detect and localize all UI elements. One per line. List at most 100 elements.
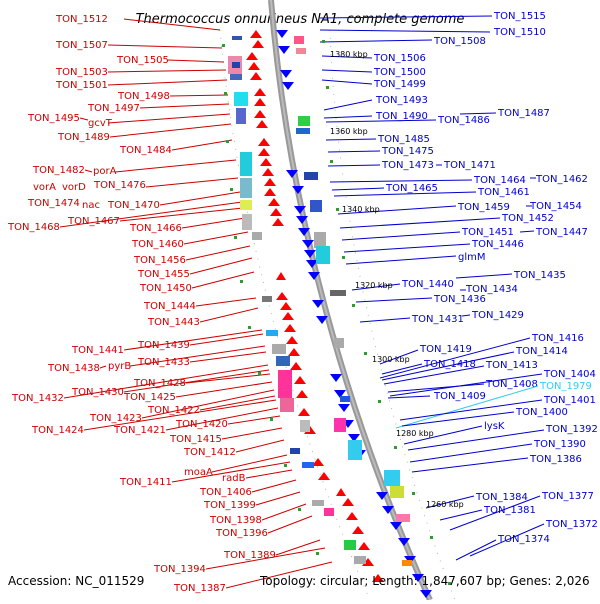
gene-label[interactable]: TON_1386 bbox=[529, 454, 582, 465]
gene-label[interactable]: TON_1433 bbox=[137, 357, 190, 368]
gene-label[interactable]: TON_1435 bbox=[513, 270, 566, 281]
gene-label[interactable]: TON_1400 bbox=[515, 407, 568, 418]
gene-label[interactable]: TON_1451 bbox=[461, 227, 514, 238]
gene-label[interactable]: TON_1473 bbox=[381, 160, 434, 171]
gene-label[interactable]: TON_1412 bbox=[183, 447, 236, 458]
gene-label[interactable]: TON_1459 bbox=[457, 202, 510, 213]
gene-label[interactable]: vorA bbox=[33, 182, 56, 193]
gene-label[interactable]: gcvT bbox=[88, 118, 113, 129]
gene-label[interactable]: TON_1420 bbox=[175, 419, 228, 430]
gene-label[interactable]: TON_1465 bbox=[385, 183, 438, 194]
gene-label[interactable]: TON_1414 bbox=[515, 346, 568, 357]
gene-label[interactable]: TON_1396 bbox=[215, 528, 268, 539]
gene-label[interactable]: TON_1432 bbox=[11, 393, 64, 404]
gene-label[interactable]: TON_1392 bbox=[545, 424, 598, 435]
gene-label[interactable]: TON_1415 bbox=[169, 434, 222, 445]
gene-label[interactable]: TON_1429 bbox=[471, 310, 524, 321]
gene-label[interactable]: TON_1493 bbox=[375, 95, 428, 106]
gene-label[interactable]: vorD bbox=[62, 182, 86, 193]
gene-label[interactable]: pyrB bbox=[108, 361, 131, 372]
gene-label[interactable]: TON_1394 bbox=[153, 564, 206, 575]
gene-label[interactable]: TON_1452 bbox=[501, 213, 554, 224]
gene-label[interactable]: TON_1428 bbox=[133, 378, 186, 389]
gene-label[interactable]: TON_1506 bbox=[373, 53, 426, 64]
gene-label[interactable]: TON_1466 bbox=[129, 223, 182, 234]
gene-label[interactable]: TON_1404 bbox=[543, 369, 596, 380]
gene-label[interactable]: nac bbox=[82, 200, 100, 211]
gene-label[interactable]: TON_1419 bbox=[419, 344, 472, 355]
gene-label[interactable]: TON_1979 bbox=[539, 381, 592, 392]
gene-label[interactable]: TON_1474 bbox=[27, 198, 80, 209]
gene-label[interactable]: TON_1384 bbox=[475, 492, 528, 503]
gene-label[interactable]: TON_1512 bbox=[55, 14, 108, 25]
gene-label[interactable]: TON_1439 bbox=[137, 340, 190, 351]
gene-label[interactable]: TON_1409 bbox=[433, 391, 486, 402]
gene-label[interactable]: TON_1424 bbox=[31, 425, 84, 436]
gene-label[interactable]: TON_1411 bbox=[119, 477, 172, 488]
gene-label[interactable]: TON_1374 bbox=[497, 534, 550, 545]
gene-label[interactable]: TON_1475 bbox=[381, 146, 434, 157]
gene-label[interactable]: glmM bbox=[458, 252, 486, 263]
gene-label[interactable]: porA bbox=[93, 166, 117, 177]
gene-label[interactable]: TON_1461 bbox=[477, 187, 530, 198]
gene-label[interactable]: TON_1441 bbox=[71, 345, 124, 356]
gene-label[interactable]: TON_1436 bbox=[433, 294, 486, 305]
gene-label[interactable]: moaA bbox=[184, 467, 213, 478]
gene-label[interactable]: TON_1416 bbox=[531, 333, 584, 344]
gene-label[interactable]: TON_1487 bbox=[497, 108, 550, 119]
gene-label[interactable]: TON_1401 bbox=[543, 395, 596, 406]
gene-label[interactable]: TON_1413 bbox=[485, 360, 538, 371]
gene-label[interactable]: TON_1431 bbox=[411, 314, 464, 325]
gene-label[interactable]: TON_1454 bbox=[529, 201, 582, 212]
gene-label[interactable]: TON_1377 bbox=[541, 491, 594, 502]
gene-label[interactable]: TON_1421 bbox=[113, 425, 166, 436]
gene-label[interactable]: TON_1444 bbox=[143, 301, 196, 312]
gene-label[interactable]: TON_1438 bbox=[47, 363, 100, 374]
gene-label[interactable]: TON_1498 bbox=[117, 91, 170, 102]
gene-label[interactable]: TON_1443 bbox=[147, 317, 200, 328]
gene-label[interactable]: TON_1489 bbox=[57, 132, 110, 143]
gene-label[interactable]: TON_1456 bbox=[133, 255, 186, 266]
gene-label[interactable]: TON_1508 bbox=[433, 36, 486, 47]
gene-label[interactable]: TON_1425 bbox=[123, 392, 176, 403]
gene-label[interactable]: TON_1515 bbox=[493, 11, 546, 22]
gene-label[interactable]: TON_1482 bbox=[32, 165, 85, 176]
gene-label[interactable]: TON_1460 bbox=[131, 239, 184, 250]
gene-label[interactable]: TON_1446 bbox=[471, 239, 524, 250]
gene-label[interactable]: TON_1476 bbox=[93, 180, 146, 191]
gene-label[interactable]: TON_1440 bbox=[401, 279, 454, 290]
gene-label[interactable]: TON_1510 bbox=[493, 27, 546, 38]
gene-label[interactable]: TON_1422 bbox=[147, 405, 200, 416]
gene-label[interactable]: lysK bbox=[484, 421, 505, 432]
gene-label[interactable]: TON_1497 bbox=[87, 103, 140, 114]
gene-label[interactable]: TON_1507 bbox=[55, 40, 108, 51]
gene-label[interactable]: TON_1408 bbox=[485, 379, 538, 390]
gene-label[interactable]: TON_1455 bbox=[137, 269, 190, 280]
gene-label[interactable]: TON_1499 bbox=[373, 79, 426, 90]
gene-label[interactable]: TON_1399 bbox=[203, 500, 256, 511]
gene-label[interactable]: TON_1467 bbox=[67, 216, 120, 227]
gene-label[interactable]: TON_1462 bbox=[535, 174, 588, 185]
gene-label[interactable]: radB bbox=[222, 473, 246, 484]
gene-label[interactable]: TON_1406 bbox=[199, 487, 252, 498]
gene-label[interactable]: TON_1390 bbox=[533, 439, 586, 450]
gene-label[interactable]: TON_1447 bbox=[535, 227, 588, 238]
gene-label[interactable]: TON_1418 bbox=[423, 359, 476, 370]
gene-label[interactable]: TON_1450 bbox=[139, 283, 192, 294]
gene-label[interactable]: TON_1381 bbox=[483, 505, 536, 516]
gene-label[interactable]: TON_1484 bbox=[119, 145, 172, 156]
gene-label[interactable]: TON_1434 bbox=[465, 284, 518, 295]
gene-label[interactable]: TON_1398 bbox=[209, 515, 262, 526]
gene-label[interactable]: TON_1423 bbox=[89, 413, 142, 424]
gene-label[interactable]: TON_1485 bbox=[377, 134, 430, 145]
gene-label[interactable]: TON_1495 bbox=[27, 113, 80, 124]
gene-label[interactable]: TON_1389 bbox=[223, 550, 276, 561]
gene-label[interactable]: TON_1430 bbox=[71, 387, 124, 398]
gene-label[interactable]: TON_1490 bbox=[375, 111, 428, 122]
gene-label[interactable]: TON_1464 bbox=[473, 175, 526, 186]
gene-label[interactable]: TON_1470 bbox=[107, 200, 160, 211]
gene-label[interactable]: TON_1505 bbox=[116, 55, 169, 66]
gene-label[interactable]: TON_1387 bbox=[173, 583, 226, 594]
gene-label[interactable]: TON_1500 bbox=[373, 67, 426, 78]
gene-label[interactable]: TON_1372 bbox=[545, 519, 598, 530]
